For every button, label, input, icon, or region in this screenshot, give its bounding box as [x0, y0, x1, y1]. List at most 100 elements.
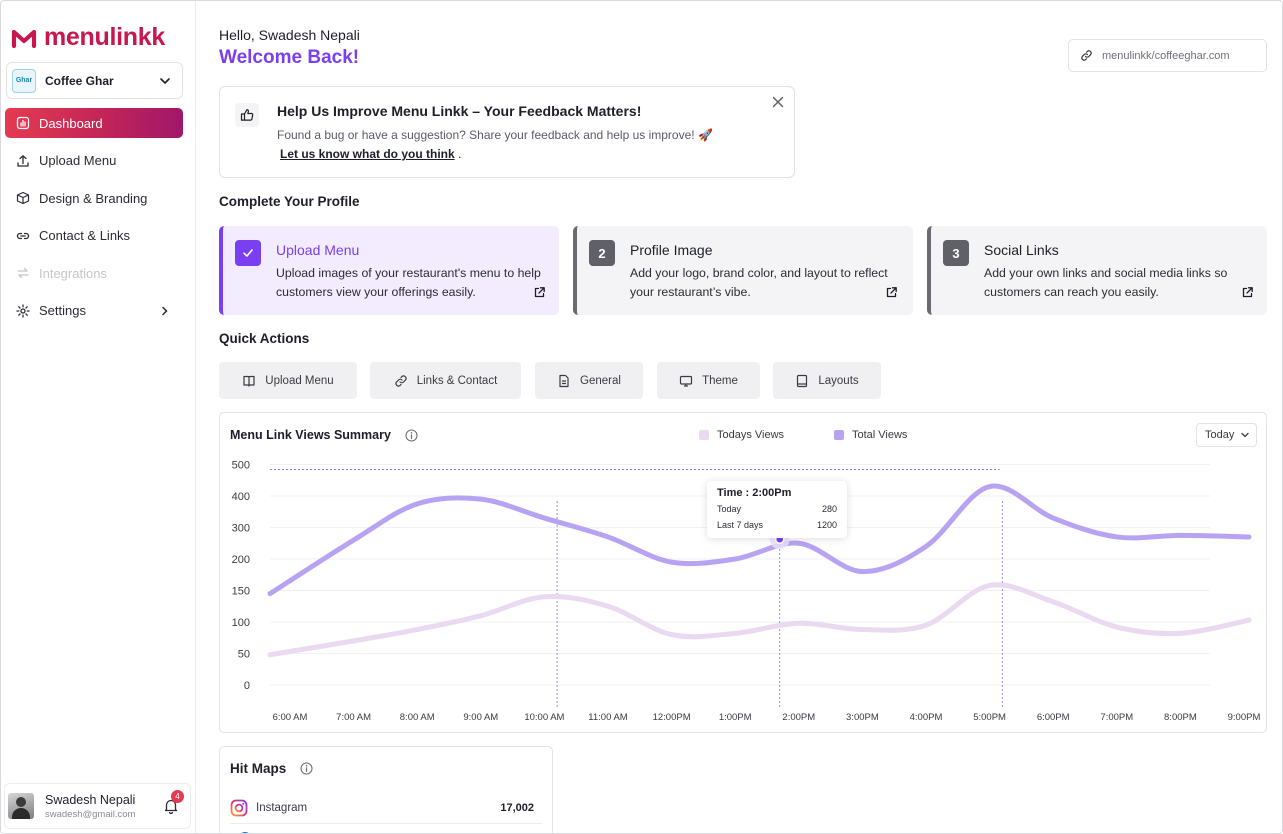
link-icon: [16, 232, 30, 239]
x-tick-label: 6:00PM: [1037, 712, 1070, 723]
quick-action-layouts[interactable]: Layouts: [773, 362, 881, 399]
quick-actions-heading: Quick Actions: [219, 331, 310, 346]
user-profile-card[interactable]: Swadesh Nepali swadesh@gmail.com 4: [4, 783, 191, 829]
external-link-icon[interactable]: [1241, 286, 1254, 299]
info-icon[interactable]: [405, 429, 418, 442]
chart-title: Menu Link Views Summary: [230, 428, 391, 442]
sidebar-item-upload-menu[interactable]: Upload Menu: [5, 146, 183, 176]
series-line-todays-views: [267, 582, 1252, 658]
step-number-badge: 3: [943, 240, 969, 266]
legend-item-todays-views[interactable]: Todays Views: [699, 429, 784, 441]
x-tick-label: 12:00PM: [653, 712, 691, 723]
layout-icon: [797, 374, 808, 387]
x-tick-label: 5:00PM: [973, 712, 1006, 723]
tooltip-time: Time : 2:00Pm: [717, 487, 792, 499]
sidebar-item-label: Upload Menu: [39, 153, 117, 168]
y-tick-label: 300: [232, 523, 250, 535]
upload-icon: [17, 154, 29, 167]
hit-maps-title: Hit Maps: [230, 761, 287, 776]
step-title: Upload Menu: [276, 242, 360, 258]
sidebar-item-label: Design & Branding: [39, 190, 148, 206]
step-description: Upload images of your restaurant's menu …: [276, 266, 541, 299]
quick-action-label: Upload Menu: [265, 374, 334, 387]
quick-action-upload-menu[interactable]: Upload Menu: [219, 362, 357, 399]
x-tick-label: 6:00 AM: [273, 712, 308, 723]
profile-step-upload-menu[interactable]: Upload Menu Upload images of your restau…: [219, 226, 559, 315]
y-tick-label: 100: [232, 617, 250, 629]
user-name: Swadesh Nepali: [45, 792, 136, 807]
greeting-text: Hello, Swadesh Nepali: [219, 27, 360, 43]
info-icon[interactable]: [300, 762, 313, 775]
x-tick-label: 7:00PM: [1100, 712, 1133, 723]
hit-map-row-instagram[interactable]: Instagram 17,002: [230, 792, 542, 824]
quick-action-links-contact[interactable]: Links & Contact: [370, 362, 521, 399]
page-title: Welcome Back!: [219, 47, 360, 68]
quick-action-label: Layouts: [818, 374, 859, 387]
legend-label: Todays Views: [717, 429, 785, 441]
x-tick-label: 3:00PM: [846, 712, 879, 723]
close-icon[interactable]: [771, 95, 785, 109]
x-tick-label: 9:00PM: [1228, 712, 1261, 723]
sidebar-item-integrations: Integrations: [5, 258, 183, 288]
step-description: Add your logo, brand color, and layout t…: [630, 266, 888, 299]
feedback-text: Found a bug or have a suggestion? Share …: [277, 128, 713, 142]
profile-step-profile-image[interactable]: 2 Profile Image Add your logo, brand col…: [573, 226, 913, 315]
feedback-title: Help Us Improve Menu Linkk – Your Feedba…: [277, 103, 642, 119]
tooltip-last7-value: 1200: [816, 520, 837, 530]
quick-action-general[interactable]: General: [535, 362, 643, 399]
step-description: Add your own links and social media link…: [984, 266, 1228, 299]
sidebar-item-design-branding[interactable]: Design & Branding: [5, 183, 183, 213]
series-line-total-views: [267, 483, 1252, 597]
store-name: Coffee Ghar: [45, 73, 114, 88]
x-tick-label: 10:00 AM: [524, 712, 564, 723]
x-tick-label: 2:00PM: [782, 712, 815, 723]
sidebar-item-label: Dashboard: [39, 115, 103, 131]
brand-logo[interactable]: menulinkk: [11, 23, 165, 52]
store-selector[interactable]: Ghar Coffee Ghar: [6, 62, 183, 99]
step-title: Social Links: [984, 242, 1059, 258]
brand-name: menulinkk: [44, 23, 165, 51]
profile-step-social-links[interactable]: 3 Social Links Add your own links and so…: [927, 226, 1267, 315]
external-link-icon[interactable]: [533, 286, 546, 299]
monitor-icon: [679, 375, 693, 387]
y-tick-label: 50: [238, 649, 250, 661]
quick-action-theme[interactable]: Theme: [657, 362, 760, 399]
y-tick-label: 200: [232, 554, 250, 566]
sidebar-item-label: Integrations: [39, 265, 107, 281]
check-icon: [235, 240, 261, 266]
feedback-link[interactable]: Let us know what do you think: [280, 147, 455, 161]
legend-swatch: [699, 430, 709, 440]
hit-map-label: Instagram: [256, 801, 308, 814]
complete-profile-heading: Complete Your Profile: [219, 194, 360, 209]
x-tick-label: 11:00 AM: [588, 712, 628, 723]
link-icon: [1081, 50, 1092, 61]
sidebar-item-settings[interactable]: Settings: [5, 296, 183, 326]
sidebar-item-contact-links[interactable]: Contact & Links: [5, 221, 183, 251]
tooltip-last7-label: Last 7 days: [717, 520, 764, 530]
period-select[interactable]: Today: [1196, 423, 1257, 447]
notifications-button[interactable]: 4: [162, 790, 184, 815]
quick-action-label: Theme: [702, 374, 738, 387]
tooltip-today-label: Today: [717, 504, 742, 514]
x-tick-label: 9:00 AM: [463, 712, 498, 723]
views-summary-card: 0 50 100 150 200 300 400 500 6:00 AM 7:00 AM 8:00 …: [219, 412, 1267, 733]
chevron-down-icon: [1241, 432, 1250, 438]
gear-icon: [16, 303, 30, 318]
sidebar: menulinkk Ghar Coffee Ghar Dashboard Upl…: [1, 1, 196, 833]
y-tick-label: 400: [232, 491, 250, 503]
book-icon: [243, 375, 255, 387]
step-title: Profile Image: [630, 242, 713, 258]
x-tick-label: 8:00PM: [1164, 712, 1197, 723]
views-line-chart: 0 50 100 150 200 300 400 500 6:00 AM 7:00 AM 8:00 …: [232, 460, 1261, 724]
period-value: Today: [1205, 429, 1235, 441]
quick-action-label: General: [580, 374, 621, 387]
legend-item-total-views[interactable]: Total Views: [834, 429, 907, 441]
quick-action-label: Links & Contact: [416, 374, 498, 387]
menu-link-field[interactable]: menulinkk/coffeeghar.com: [1068, 39, 1267, 72]
store-logo: Ghar: [12, 68, 36, 93]
external-link-icon[interactable]: [885, 286, 898, 299]
document-icon: [559, 374, 569, 387]
instagram-icon: [230, 799, 248, 816]
x-tick-label: 8:00 AM: [400, 712, 435, 723]
sidebar-item-dashboard[interactable]: Dashboard: [5, 108, 183, 138]
